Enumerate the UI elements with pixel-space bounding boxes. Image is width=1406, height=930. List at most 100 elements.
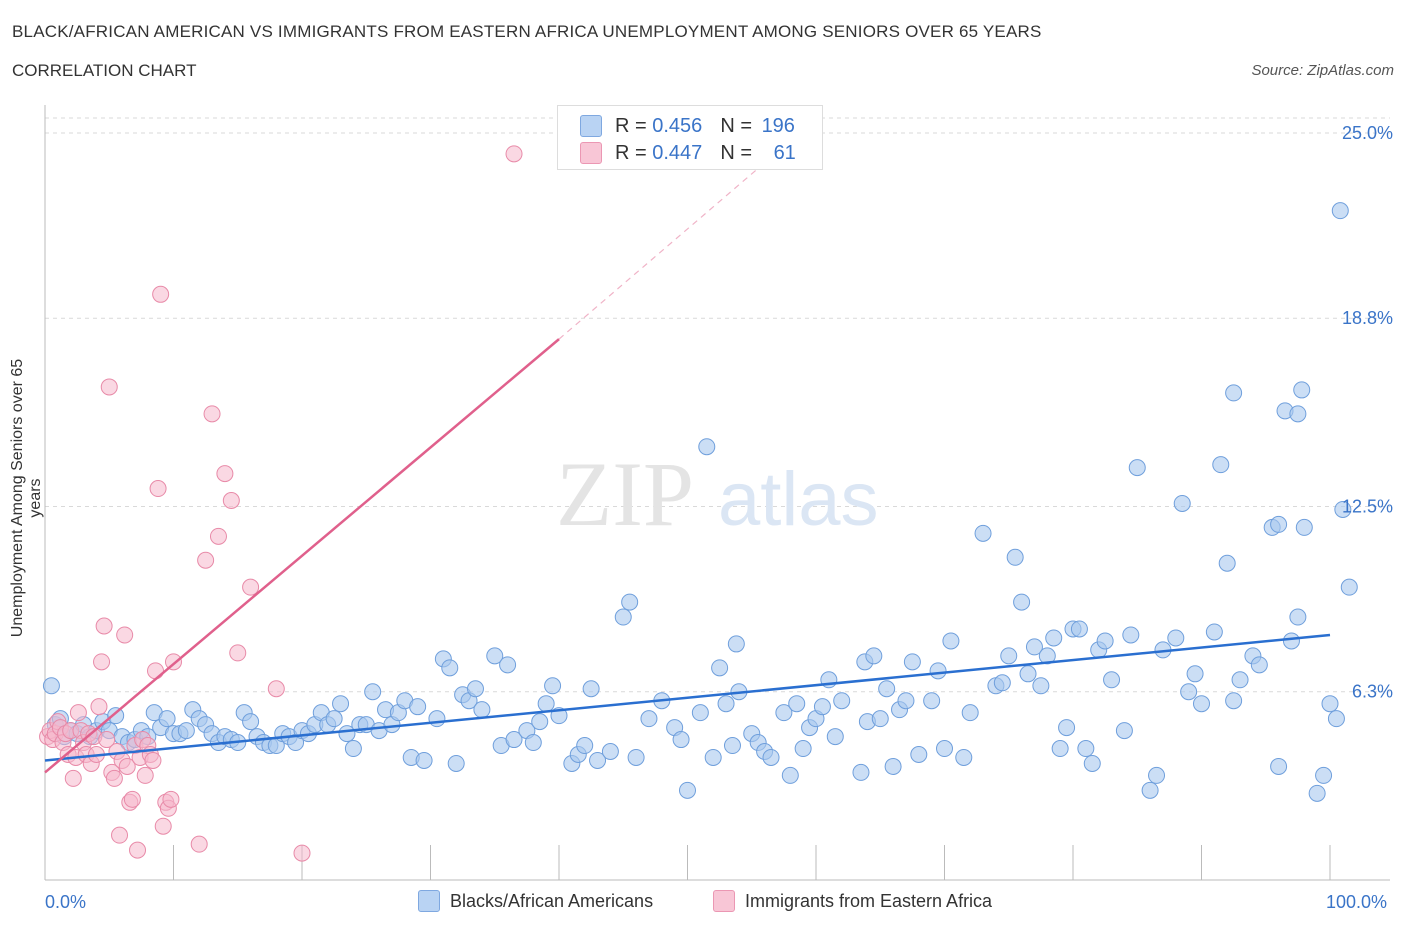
blue-data-point <box>704 748 722 766</box>
blue-data-point <box>42 677 60 695</box>
blue-data-point <box>679 781 696 799</box>
blue-data-point <box>364 683 382 701</box>
y-tick-label: 18.8% <box>1342 308 1393 328</box>
blue-data-point <box>936 740 953 758</box>
pink-data-point <box>105 769 123 787</box>
watermark-atlas: atlas <box>718 457 879 542</box>
blue-data-point <box>762 748 780 766</box>
blue-data-point <box>929 662 947 680</box>
bottom-legend-label-pink: Immigrants from Eastern Africa <box>745 890 993 911</box>
blue-trend-line <box>44 633 1331 762</box>
blue-data-point <box>826 728 844 746</box>
pink-data-point <box>100 378 118 396</box>
blue-data-point <box>1083 754 1101 772</box>
blue-data-point <box>1331 202 1349 220</box>
pink-data-point <box>69 704 87 722</box>
pink-data-point <box>64 769 82 787</box>
pink-series-points <box>39 145 523 862</box>
bottom-legend-blue: Blacks/African Americans <box>418 890 653 912</box>
legend-n-value: 196 <box>761 114 795 137</box>
bottom-legend-swatch-pink <box>713 890 735 912</box>
blue-data-point <box>621 593 639 611</box>
blue-data-point <box>794 740 812 758</box>
blue-data-point <box>1212 456 1230 474</box>
axes <box>44 105 1390 881</box>
pink-data-point <box>242 578 260 596</box>
blue-data-point <box>1308 784 1326 802</box>
blue-data-point <box>1148 766 1166 784</box>
blue-data-point <box>409 698 427 716</box>
pink-trend-extension <box>558 162 765 340</box>
blue-data-point <box>242 713 260 731</box>
y-axis-label: Unemployment Among Seniors over 65 years <box>9 358 44 638</box>
blue-data-point <box>544 677 562 695</box>
pink-data-point <box>203 405 221 423</box>
blue-data-point <box>325 710 343 728</box>
pink-data-point <box>129 841 147 859</box>
blue-data-point <box>723 737 741 755</box>
legend-n-label: N = <box>720 114 758 137</box>
blue-data-point <box>1128 459 1146 477</box>
blue-data-point <box>865 647 883 665</box>
pink-data-point <box>116 626 134 644</box>
blue-data-point <box>1340 578 1358 596</box>
pink-data-point <box>209 527 227 545</box>
blue-data-point <box>447 754 465 772</box>
blue-data-point <box>833 692 851 710</box>
blue-data-point <box>1289 608 1307 626</box>
blue-data-point <box>910 745 928 763</box>
blue-data-point <box>903 653 921 671</box>
blue-data-point <box>1122 626 1140 644</box>
blue-data-point <box>344 740 362 758</box>
blue-data-point <box>1070 620 1088 638</box>
pink-data-point <box>216 465 234 483</box>
blue-data-point <box>537 695 555 713</box>
blue-data-point <box>781 766 799 784</box>
blue-data-point <box>1289 405 1307 423</box>
blue-data-point <box>1334 500 1352 518</box>
pink-data-point <box>222 491 240 509</box>
blue-data-point <box>1167 629 1185 647</box>
blue-data-point <box>1282 632 1300 650</box>
blue-data-point <box>1193 695 1210 713</box>
blue-data-point <box>1013 593 1031 611</box>
blue-data-point <box>691 704 709 722</box>
pink-data-point <box>267 680 285 698</box>
stats-legend: R = 0.456 N = 196 R = 0.447 N = 61 <box>557 105 823 170</box>
blue-data-point <box>1019 665 1037 683</box>
blue-data-point <box>1025 638 1043 656</box>
blue-data-point <box>1250 656 1268 674</box>
pink-data-point <box>95 617 113 635</box>
blue-data-point <box>942 632 960 650</box>
pink-data-point <box>98 731 116 749</box>
y-tick-labels: 6.3% 12.5% 18.8% 25.0% <box>1342 123 1393 702</box>
pink-data-point <box>154 817 172 835</box>
pink-trend-line <box>44 338 560 774</box>
blue-data-point <box>441 659 459 677</box>
blue-data-point <box>974 524 992 542</box>
blue-data-point <box>788 695 806 713</box>
blue-data-point <box>576 737 594 755</box>
blue-data-point <box>1180 683 1198 701</box>
pink-data-point <box>93 653 111 671</box>
legend-r-label: R = <box>615 114 653 137</box>
blue-data-point <box>897 692 915 710</box>
blue-data-point <box>871 710 889 728</box>
blue-data-point <box>1000 647 1018 665</box>
blue-data-point <box>1327 710 1345 728</box>
legend-n-label: N = <box>720 141 758 164</box>
blue-data-point <box>1315 766 1333 784</box>
legend-row-blue: R = 0.456 N = 196 <box>580 114 795 138</box>
blue-data-point <box>1051 740 1069 758</box>
blue-data-point <box>640 710 658 728</box>
pink-data-point <box>293 844 311 862</box>
blue-data-point <box>1006 548 1024 566</box>
pink-data-point <box>144 751 162 769</box>
blue-data-point <box>524 734 542 752</box>
blue-data-point <box>1058 719 1076 737</box>
pink-data-point <box>197 551 215 569</box>
blue-data-point <box>1077 740 1095 758</box>
blue-data-point <box>852 763 870 781</box>
blue-data-point <box>1141 781 1159 799</box>
